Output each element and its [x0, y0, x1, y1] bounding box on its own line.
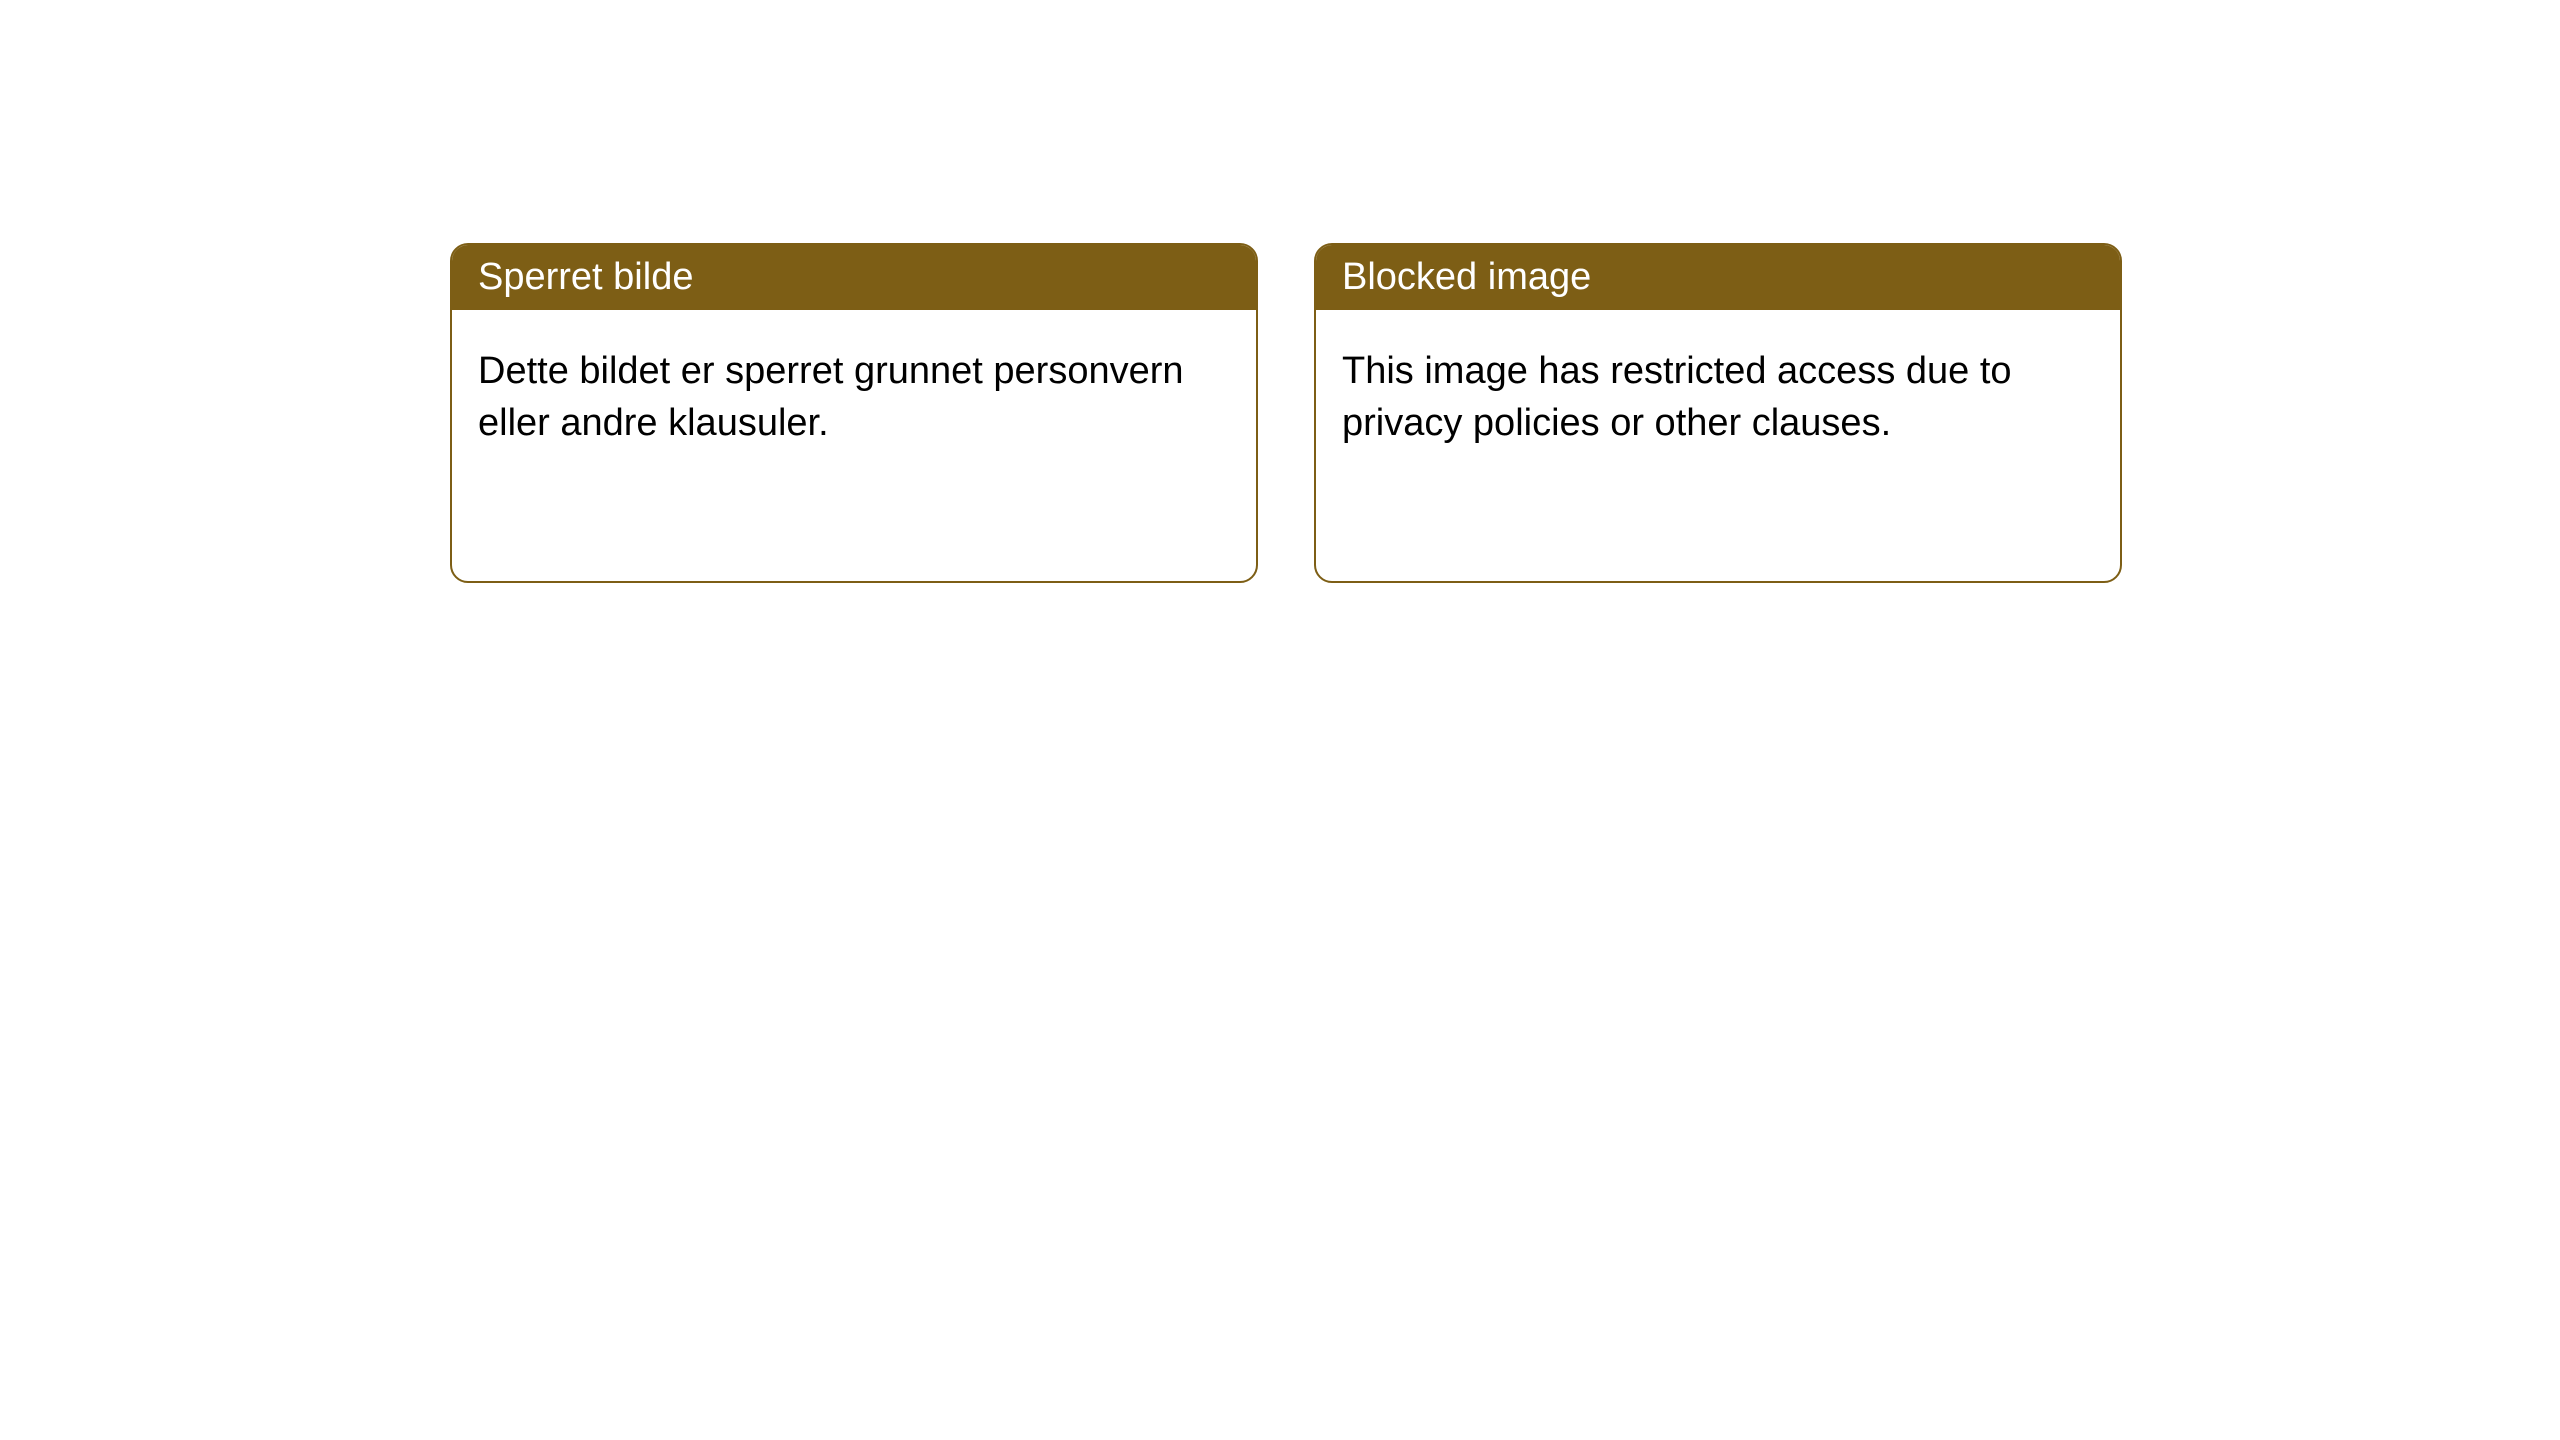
card-title: Sperret bilde: [478, 256, 693, 298]
card-header: Sperret bilde: [452, 245, 1256, 310]
card-english: Blocked image This image has restricted …: [1314, 243, 2122, 583]
cards-container: Sperret bilde Dette bildet er sperret gr…: [450, 243, 2122, 583]
card-title: Blocked image: [1342, 256, 1591, 298]
card-body: Dette bildet er sperret grunnet personve…: [452, 310, 1256, 485]
card-body-text: Dette bildet er sperret grunnet personve…: [478, 350, 1184, 443]
card-body: This image has restricted access due to …: [1316, 310, 2120, 485]
card-header: Blocked image: [1316, 245, 2120, 310]
card-norwegian: Sperret bilde Dette bildet er sperret gr…: [450, 243, 1258, 583]
card-body-text: This image has restricted access due to …: [1342, 350, 2012, 443]
